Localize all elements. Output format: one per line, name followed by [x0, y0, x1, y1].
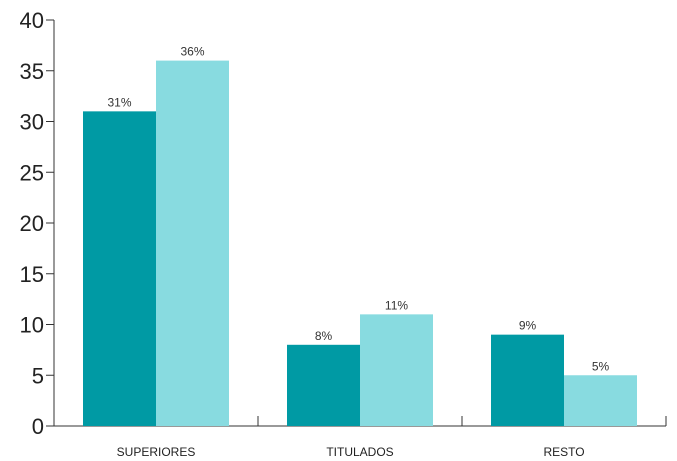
y-tick-label: 0 [32, 414, 44, 439]
data-labels: 31% 36% 8% 11% 9% 5% [107, 45, 609, 374]
bar [83, 111, 156, 426]
bar [564, 375, 637, 426]
bars [83, 60, 637, 426]
data-label: 9% [519, 319, 537, 333]
y-tick-label: 15 [20, 262, 44, 287]
y-axis: 0 5 10 15 20 25 30 35 40 [20, 8, 55, 439]
bar [156, 60, 229, 426]
bar [491, 334, 564, 426]
data-label: 11% [385, 298, 408, 312]
y-tick-label: 35 [20, 59, 44, 84]
y-tick-label: 25 [20, 160, 44, 185]
category-label: SUPERIORES [117, 445, 196, 459]
bar [287, 344, 360, 426]
category-labels: SUPERIORES TITULADOS RESTO [117, 445, 585, 459]
category-label: RESTO [543, 445, 584, 459]
data-label: 8% [315, 329, 333, 343]
data-label: 36% [180, 45, 204, 59]
y-tick-label: 20 [20, 211, 44, 236]
data-label: 31% [107, 95, 131, 109]
y-tick-label: 40 [20, 8, 44, 33]
bar [360, 314, 433, 426]
y-tick-label: 5 [32, 363, 44, 388]
y-tick-label: 10 [20, 313, 44, 338]
data-label: 5% [592, 359, 610, 373]
y-tick-label: 30 [20, 110, 44, 135]
category-label: TITULADOS [326, 445, 393, 459]
